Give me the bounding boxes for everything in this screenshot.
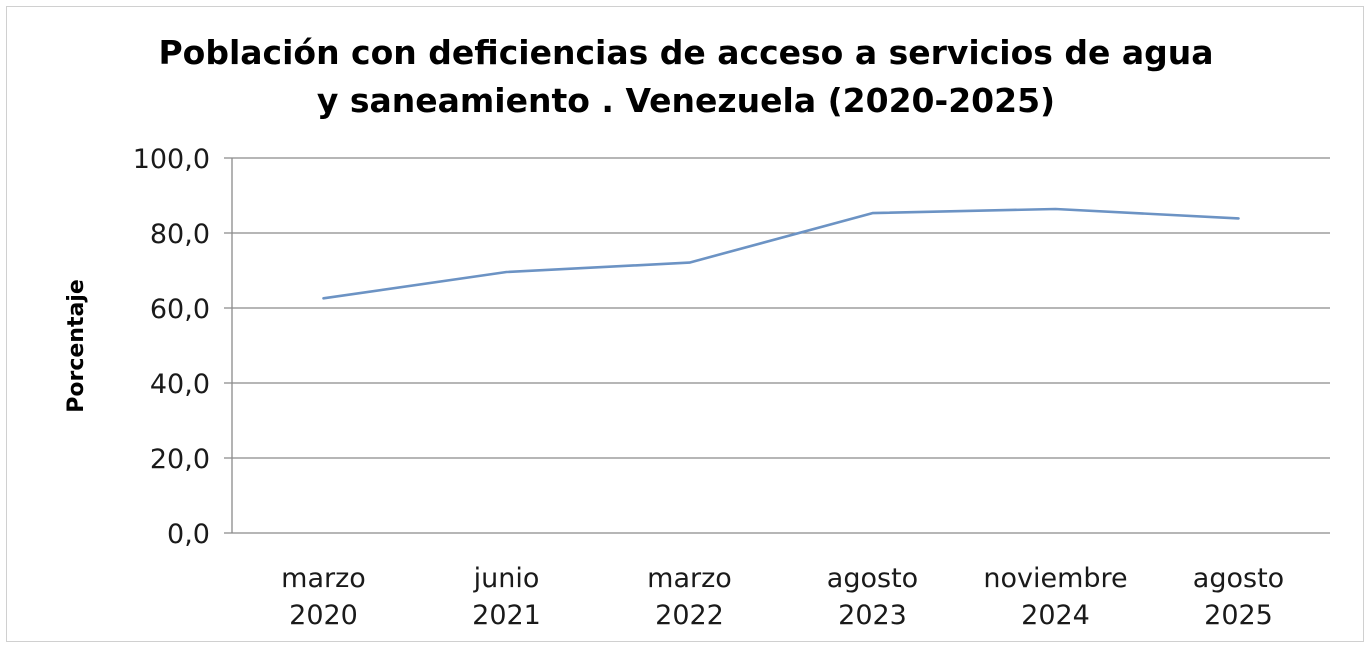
- x-tick-labels: marzo 2020 junio 2021 marzo 2022 agosto 2023 nov…: [281, 563, 1284, 631]
- x-tick-label-line: marzo: [647, 563, 732, 594]
- x-tick-label-line: agosto: [1193, 563, 1284, 594]
- x-tick-label-line: 2020: [289, 600, 358, 631]
- y-tick-label: 80,0: [150, 219, 210, 250]
- series-line: [322, 207, 1240, 300]
- x-tick-label-line: 2022: [655, 600, 724, 631]
- x-tick-label-line: 2023: [838, 600, 907, 631]
- y-tick-label: 40,0: [150, 369, 210, 400]
- chart-title-line-2: y saneamiento . Venezuela (2020-2025): [317, 81, 1055, 120]
- y-tick-label: 0,0: [167, 519, 210, 550]
- x-tick-label-line: 2025: [1204, 600, 1273, 631]
- x-tick-label-line: 2024: [1021, 600, 1090, 631]
- x-tick-label: agosto 2023: [827, 563, 918, 631]
- x-tick-label: noviembre 2024: [983, 563, 1127, 631]
- x-tick-label-line: noviembre: [983, 563, 1127, 594]
- y-tick-label: 60,0: [150, 294, 210, 325]
- y-tick-labels: 0,0 20,0 40,0 60,0 80,0 100,0: [133, 144, 210, 550]
- gridlines: [224, 157, 1330, 534]
- x-tick-label-line: junio: [473, 563, 540, 594]
- x-tick-label-line: 2021: [472, 600, 541, 631]
- y-tick-label: 100,0: [133, 144, 210, 175]
- chart-title-line-1: Población con deficiencias de acceso a s…: [158, 33, 1213, 72]
- x-tick-label-line: agosto: [827, 563, 918, 594]
- x-tick-label: agosto 2025: [1193, 563, 1284, 631]
- x-tick-label: marzo 2020: [281, 563, 366, 631]
- y-axis-label: Porcentaje: [64, 279, 89, 413]
- y-tick-label: 20,0: [150, 444, 210, 475]
- x-tick-label-line: marzo: [281, 563, 366, 594]
- series-layer: [322, 207, 1240, 300]
- x-tick-label: junio 2021: [472, 563, 541, 631]
- x-tick-label: marzo 2022: [647, 563, 732, 631]
